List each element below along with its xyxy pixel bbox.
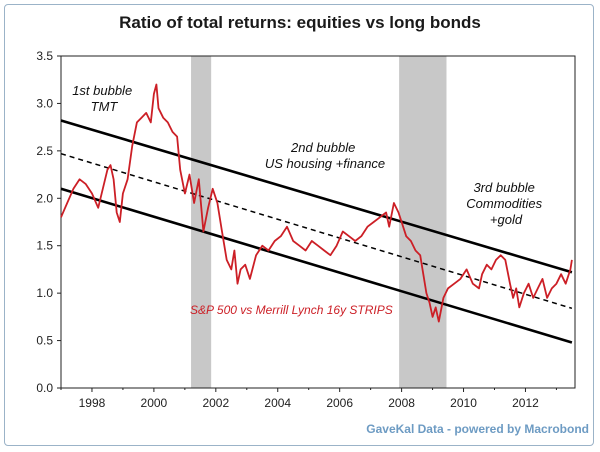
- x-tick-label: 2000: [141, 396, 168, 410]
- series-line-1: [60, 83, 573, 323]
- annotation-first-bubble: 1st bubble TMT: [72, 83, 136, 114]
- annotation-third-bubble: 3rd bubble Commodities +gold: [466, 180, 545, 227]
- y-tick-label: 1.0: [36, 286, 53, 300]
- trend-lines: [60, 119, 573, 344]
- trendline-upper: [60, 119, 573, 274]
- y-tick-label: 2.5: [36, 144, 53, 158]
- recession-band-1: [191, 56, 212, 388]
- y-tick-label: 1.5: [36, 239, 53, 253]
- y-tick-label: 2.0: [36, 191, 53, 205]
- source-credit: GaveKal Data - powered by Macrobond: [366, 422, 589, 436]
- x-tick-label: 2012: [512, 396, 539, 410]
- trendline-middle: [60, 152, 573, 310]
- chart-title: Ratio of total returns: equities vs long…: [119, 13, 481, 32]
- x-tick-label: 2008: [388, 396, 415, 410]
- x-tick-label: 1998: [79, 396, 106, 410]
- annotation-first-bubble-line-2: TMT: [91, 99, 119, 114]
- x-tick-label: 2006: [326, 396, 353, 410]
- y-axis: 0.0 0.5 1.0 1.5 2.0 2.5 3.0 3.5: [36, 49, 61, 395]
- y-tick-label: 0.0: [36, 381, 53, 395]
- annotation-second-bubble-line-1: 2nd bubble: [290, 140, 355, 155]
- annotation-second-bubble: 2nd bubble US housing +finance: [265, 140, 385, 171]
- y-tick-label: 0.5: [36, 334, 53, 348]
- x-tick-label: 2004: [264, 396, 291, 410]
- trendline-lower: [60, 187, 573, 344]
- plot-area: [60, 55, 576, 389]
- series-label: S&P 500 vs Merrill Lynch 16y STRIPS: [190, 303, 393, 317]
- recession-bands: [191, 56, 447, 388]
- x-axis: 1998 2000 2002 2004 2006 2008 2010 2012: [60, 388, 557, 410]
- chart-frame: [4, 4, 594, 446]
- x-tick-label: 2010: [450, 396, 477, 410]
- x-tick-label: 2002: [202, 396, 229, 410]
- annotation-third-bubble-line-1: 3rd bubble: [473, 180, 534, 195]
- y-tick-label: 3.0: [36, 96, 53, 110]
- annotation-first-bubble-line-1: 1st bubble: [72, 83, 132, 98]
- annotation-second-bubble-line-2: US housing +finance: [265, 156, 385, 171]
- y-tick-label: 3.5: [36, 49, 53, 63]
- series-layer: [60, 83, 573, 323]
- annotation-third-bubble-line-2: Commodities: [466, 196, 542, 211]
- annotation-third-bubble-line-3: +gold: [490, 212, 523, 227]
